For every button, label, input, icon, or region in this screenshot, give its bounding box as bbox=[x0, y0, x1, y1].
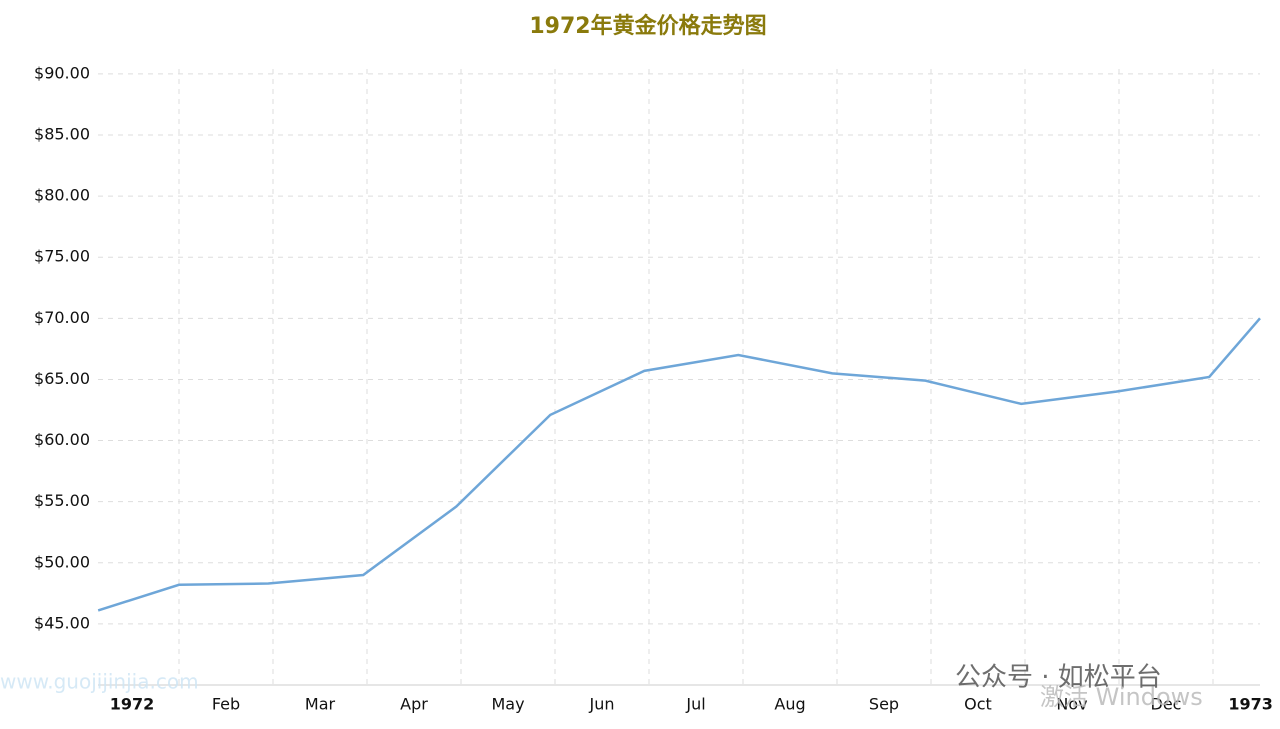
x-tick-label: Aug bbox=[774, 695, 805, 714]
x-tick-label: Oct bbox=[964, 695, 992, 714]
x-tick-label: 1973 bbox=[1228, 695, 1273, 714]
y-tick-label: $50.00 bbox=[34, 552, 90, 571]
line bbox=[97, 317, 1261, 612]
y-tick-label: $45.00 bbox=[34, 613, 90, 632]
y-tick-label: $70.00 bbox=[34, 308, 90, 327]
watermark: 激活 Windows bbox=[1040, 683, 1203, 711]
y-tick-label: $55.00 bbox=[34, 491, 90, 510]
x-tick-label: Sep bbox=[869, 695, 899, 714]
watermark: www.guojijinjia.com bbox=[0, 670, 199, 694]
x-tick-label: May bbox=[491, 695, 524, 714]
x-tick-label: Apr bbox=[400, 695, 428, 714]
y-tick-label: $85.00 bbox=[34, 125, 90, 144]
y-tick-label: $80.00 bbox=[34, 186, 90, 205]
chart-title: 1972年黄金价格走势图 bbox=[529, 13, 766, 39]
x-tick-label: Feb bbox=[212, 695, 240, 714]
watermark: 公众号 · 如松平台 bbox=[955, 663, 1162, 693]
y-tick-label: $60.00 bbox=[34, 430, 90, 449]
x-tick-label: Nov bbox=[1056, 695, 1087, 714]
x-tick-label: 1972 bbox=[110, 695, 155, 714]
x-tick-label: Mar bbox=[305, 695, 336, 714]
x-tick-label: Dec bbox=[1151, 695, 1182, 714]
x-tick-label: Jun bbox=[589, 695, 615, 714]
y-tick-label: $90.00 bbox=[34, 63, 90, 82]
x-tick-label: Jul bbox=[685, 695, 705, 714]
y-tick-label: $65.00 bbox=[34, 369, 90, 388]
y-tick-label: $75.00 bbox=[34, 247, 90, 266]
